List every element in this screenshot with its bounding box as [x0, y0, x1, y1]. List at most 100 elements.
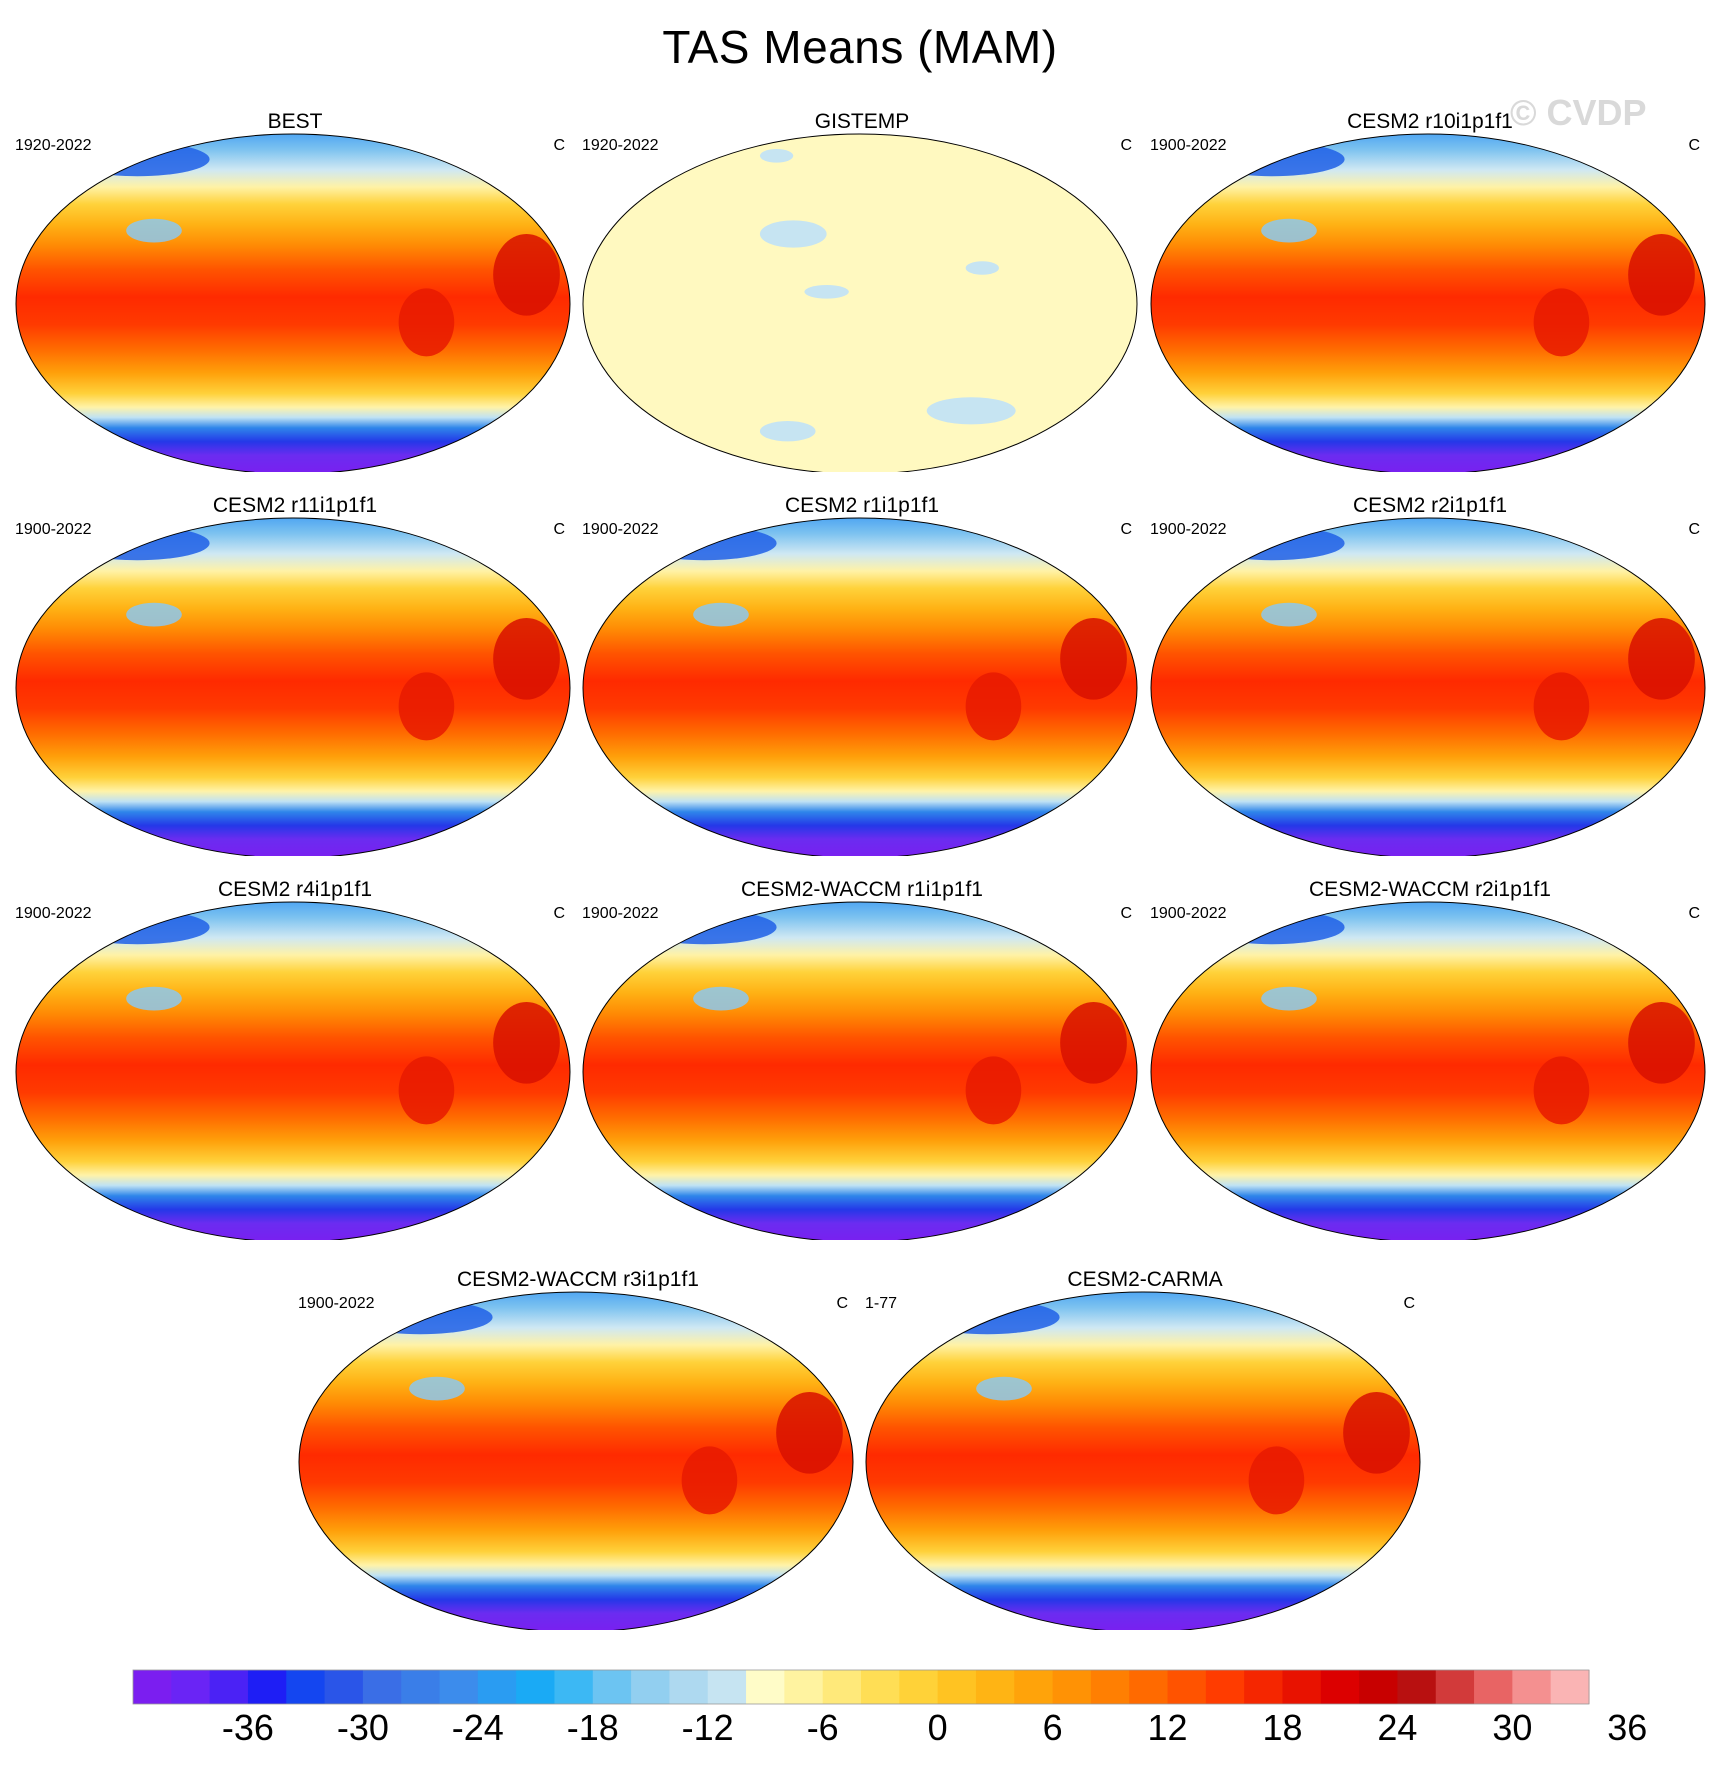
coastline	[977, 299, 1044, 408]
coastline	[1278, 346, 1322, 383]
panel-period: 1900-2022	[582, 905, 659, 922]
colorbar-swatch	[1205, 1670, 1245, 1704]
panel-units: C	[1403, 1295, 1415, 1312]
coastline	[165, 713, 198, 730]
map-svg	[15, 901, 571, 1240]
regional-temperature-feature	[583, 519, 683, 547]
panel-title: CESM2 r10i1p1f1	[1347, 110, 1513, 133]
colorbar-swatch	[899, 1670, 939, 1704]
coastline	[987, 1453, 1031, 1480]
panel-title: CESM2 r1i1p1f1	[784, 494, 940, 517]
coastline	[1439, 146, 1572, 299]
coastline	[410, 299, 477, 408]
panel-title: CESM2 r4i1p1f1	[217, 878, 373, 901]
coastline	[165, 329, 198, 346]
panel-title: CESM2-WACCM r1i1p1f1	[741, 878, 983, 901]
coastline	[1272, 295, 1316, 322]
colorbar-tick-label: 0	[928, 1707, 948, 1748]
coastline	[977, 1067, 1044, 1176]
coastline	[420, 1453, 464, 1480]
panel-period: 1900-2022	[15, 905, 92, 922]
coastline	[871, 530, 1004, 683]
coastline	[1272, 438, 1583, 455]
regional-temperature-feature	[65, 910, 210, 945]
regional-temperature-feature	[632, 910, 777, 945]
panel-title: GISTEMP	[814, 110, 910, 133]
anomaly-patch	[759, 421, 816, 442]
colorbar-swatch	[1090, 1670, 1130, 1704]
coastline	[304, 1355, 437, 1488]
colorbar-swatch	[746, 1670, 785, 1704]
colorbar-swatch	[975, 1670, 1015, 1704]
map-svg	[1150, 901, 1706, 1240]
colorbar-swatch	[1512, 1670, 1552, 1704]
panel-period: 1900-2022	[582, 521, 659, 538]
regional-temperature-feature	[866, 1293, 966, 1321]
regional-temperature-feature	[1533, 1056, 1590, 1125]
colorbar-swatch	[1244, 1670, 1284, 1704]
temperature-field	[866, 1292, 1420, 1630]
coastline	[137, 679, 181, 706]
temperature-field	[16, 134, 570, 472]
map-border	[582, 517, 1138, 856]
colorbar-swatch	[362, 1670, 402, 1704]
colorbar-tick-label: -30	[337, 1707, 389, 1748]
colorbar-swatch	[401, 1670, 441, 1704]
colorbar-swatch	[784, 1670, 824, 1704]
temperature-field	[583, 902, 1137, 1240]
panel-period: 1900-2022	[15, 521, 92, 538]
coastline	[232, 1169, 243, 1186]
regional-temperature-feature	[126, 602, 182, 627]
colorbar-swatch	[516, 1670, 556, 1704]
coastline	[704, 679, 748, 706]
colorbar-swatch	[1550, 1670, 1590, 1704]
coastline	[1300, 329, 1333, 346]
temperature-field	[1151, 518, 1705, 856]
coastline	[304, 530, 437, 683]
coastline	[871, 914, 1004, 1067]
coastline	[426, 1504, 470, 1541]
coastline	[1367, 401, 1378, 418]
coastline	[987, 1596, 1298, 1613]
regional-temperature-feature	[976, 1376, 1032, 1401]
regional-temperature-feature	[1200, 526, 1345, 561]
coastline	[799, 1169, 810, 1186]
panel-units: C	[1688, 137, 1700, 154]
map-border	[582, 901, 1138, 1240]
panel-units: C	[1688, 905, 1700, 922]
temperature-field	[583, 134, 1137, 472]
colorbar-swatch	[861, 1670, 900, 1704]
regional-temperature-feature	[1151, 519, 1251, 547]
coastline	[732, 329, 765, 346]
regional-temperature-feature	[126, 986, 182, 1011]
colorbar-swatch	[209, 1670, 249, 1704]
panel-units: C	[1688, 521, 1700, 538]
coastline	[137, 438, 448, 455]
map-border	[1150, 133, 1706, 472]
coastline	[1545, 1067, 1612, 1176]
colorbar-tick-label: 12	[1147, 1707, 1187, 1748]
panel-title: CESM2-CARMA	[1067, 1268, 1223, 1291]
map-svg	[15, 517, 571, 856]
colorbar-swatch	[439, 1670, 479, 1704]
colorbar-tick-label: 36	[1607, 1707, 1647, 1748]
coastline	[588, 197, 721, 330]
coastline	[1154, 1304, 1287, 1457]
anomaly-patch	[965, 261, 999, 275]
coastline	[1439, 530, 1572, 683]
panel-period: 1900-2022	[298, 1295, 375, 1312]
coastline	[1015, 1487, 1048, 1504]
panel-title: CESM2 r11i1p1f1	[212, 494, 378, 517]
panel-units: C	[1120, 521, 1132, 538]
regional-temperature-feature	[348, 1300, 493, 1335]
colorbar-swatch	[937, 1670, 977, 1704]
panel-units: C	[1120, 137, 1132, 154]
colorbar-swatch	[1474, 1670, 1513, 1704]
coastline	[710, 346, 754, 383]
coastline	[1272, 1063, 1316, 1090]
colorbar-swatch	[1320, 1670, 1360, 1704]
coastline	[1545, 683, 1612, 792]
colorbar-tick-label: -6	[807, 1707, 839, 1748]
coastline	[21, 197, 154, 330]
panel-period: 1900-2022	[1150, 521, 1227, 538]
